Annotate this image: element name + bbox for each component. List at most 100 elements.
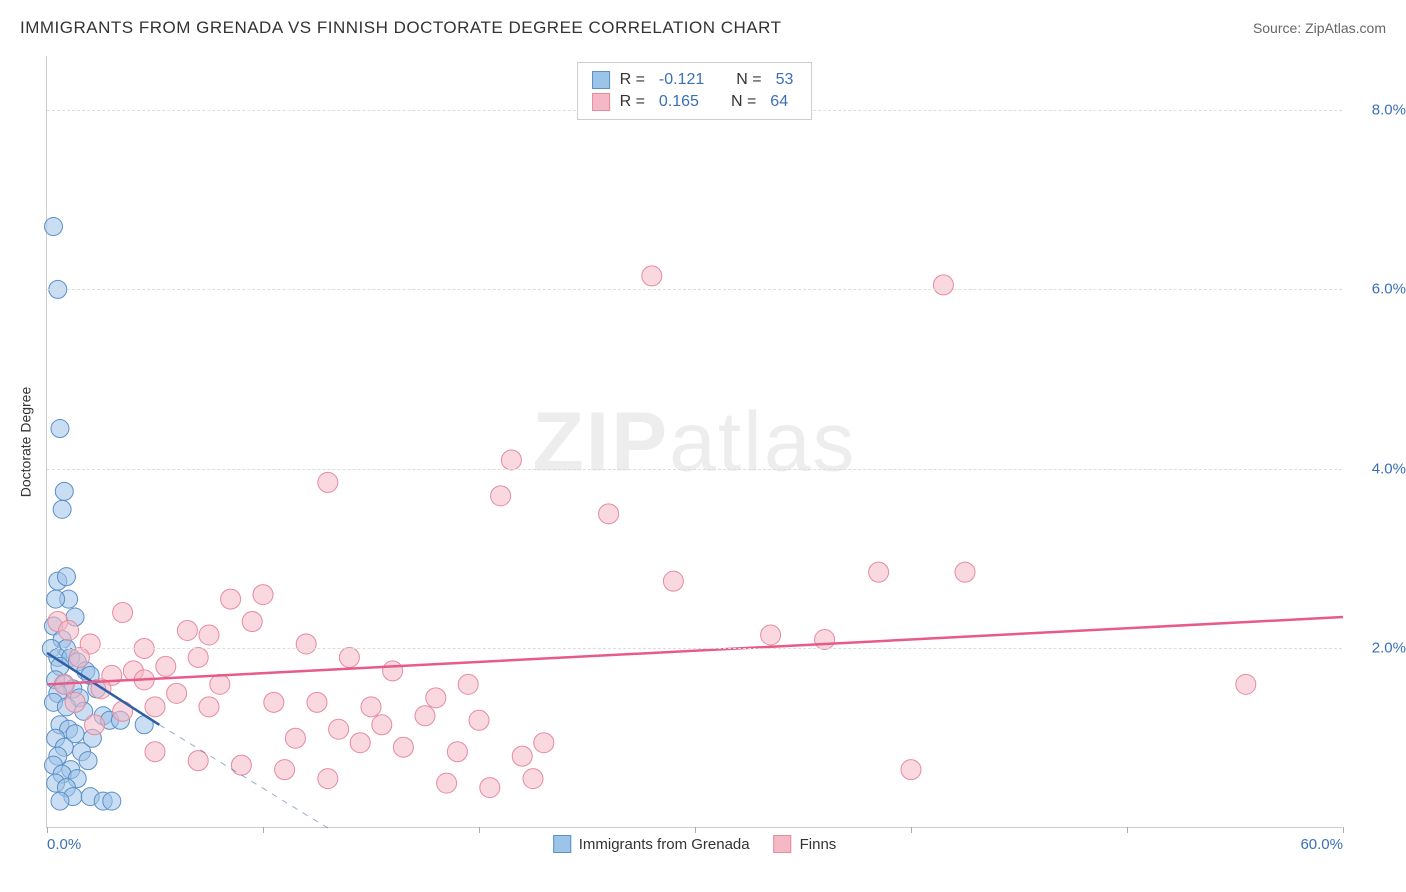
- y-tick-label: 6.0%: [1372, 281, 1406, 298]
- scatter-point-pink: [501, 450, 521, 470]
- scatter-point-pink: [188, 647, 208, 667]
- x-tick: [911, 827, 912, 833]
- legend-stats-row: R =0.165N =64: [592, 91, 798, 113]
- scatter-point-pink: [458, 674, 478, 694]
- scatter-point-blue: [51, 792, 69, 810]
- x-tick-label: 0.0%: [47, 836, 81, 853]
- legend-series-item: Immigrants from Grenada: [553, 835, 750, 853]
- gridline: [47, 469, 1342, 470]
- scatter-point-pink: [534, 733, 554, 753]
- scatter-point-pink: [523, 769, 543, 789]
- scatter-point-pink: [199, 625, 219, 645]
- scatter-point-pink: [512, 746, 532, 766]
- x-tick: [1127, 827, 1128, 833]
- trendline-pink: [47, 617, 1343, 684]
- chart-title: IMMIGRANTS FROM GRENADA VS FINNISH DOCTO…: [20, 18, 781, 38]
- scatter-point-pink: [221, 589, 241, 609]
- source-value: ZipAtlas.com: [1305, 20, 1386, 36]
- scatter-point-pink: [350, 733, 370, 753]
- scatter-point-pink: [815, 629, 835, 649]
- scatter-point-blue: [44, 218, 62, 236]
- scatter-point-pink: [437, 773, 457, 793]
- scatter-point-pink: [447, 742, 467, 762]
- legend-stats-row: R = -0.121 N = 53: [592, 69, 798, 91]
- scatter-point-pink: [415, 706, 435, 726]
- legend-swatch: [553, 835, 571, 853]
- x-tick: [479, 827, 480, 833]
- scatter-point-pink: [307, 692, 327, 712]
- legend-series-label: Immigrants from Grenada: [579, 836, 750, 853]
- legend-swatch: [774, 835, 792, 853]
- scatter-point-blue: [47, 590, 65, 608]
- legend-n-label: N =: [736, 71, 761, 89]
- scatter-point-pink: [188, 751, 208, 771]
- scatter-point-pink: [264, 692, 284, 712]
- scatter-point-pink: [69, 647, 89, 667]
- gridline: [47, 289, 1342, 290]
- scatter-point-pink: [426, 688, 446, 708]
- legend-swatch: [592, 71, 610, 89]
- x-tick-label: 60.0%: [1300, 836, 1343, 853]
- scatter-point-pink: [253, 585, 273, 605]
- y-axis-label: Doctorate Degree: [17, 387, 33, 498]
- scatter-point-blue: [79, 752, 97, 770]
- scatter-point-pink: [59, 621, 79, 641]
- x-tick: [695, 827, 696, 833]
- scatter-point-pink: [199, 697, 219, 717]
- scatter-point-pink: [642, 266, 662, 286]
- scatter-point-pink: [393, 737, 413, 757]
- scatter-point-pink: [167, 683, 187, 703]
- scatter-point-pink: [296, 634, 316, 654]
- legend-r-label: R =: [620, 93, 645, 111]
- legend-n-value: 64: [770, 93, 788, 111]
- scatter-point-pink: [955, 562, 975, 582]
- scatter-point-pink: [113, 603, 133, 623]
- scatter-point-pink: [242, 612, 262, 632]
- scatter-point-pink: [156, 656, 176, 676]
- legend-r-label: R =: [620, 71, 645, 89]
- scatter-point-pink: [145, 742, 165, 762]
- scatter-point-pink: [933, 275, 953, 295]
- header: IMMIGRANTS FROM GRENADA VS FINNISH DOCTO…: [20, 18, 1386, 38]
- gridline: [47, 648, 1342, 649]
- legend-n-label: N =: [731, 93, 756, 111]
- scatter-point-pink: [177, 621, 197, 641]
- scatter-point-pink: [469, 710, 489, 730]
- scatter-point-pink: [145, 697, 165, 717]
- scatter-point-pink: [869, 562, 889, 582]
- scatter-point-pink: [372, 715, 392, 735]
- y-tick-label: 8.0%: [1372, 101, 1406, 118]
- scatter-point-pink: [901, 760, 921, 780]
- legend-series: Immigrants from Grenada Finns: [553, 835, 837, 853]
- scatter-point-pink: [383, 661, 403, 681]
- scatter-point-pink: [599, 504, 619, 524]
- scatter-point-pink: [663, 571, 683, 591]
- scatter-point-pink: [65, 692, 85, 712]
- legend-series-item: Finns: [774, 835, 837, 853]
- scatter-point-pink: [210, 674, 230, 694]
- source-label: Source:: [1253, 20, 1305, 36]
- plot-area: ZIPatlas 2.0%4.0%6.0%8.0%0.0%60.0%R =-0.…: [46, 56, 1342, 828]
- scatter-point-pink: [285, 728, 305, 748]
- scatter-point-blue: [53, 500, 71, 518]
- chart-svg: [47, 56, 1342, 827]
- scatter-point-blue: [103, 792, 121, 810]
- scatter-point-pink: [361, 697, 381, 717]
- legend-stats: R =-0.121N =53R =0.165N =64: [577, 62, 813, 120]
- scatter-point-pink: [761, 625, 781, 645]
- scatter-point-pink: [318, 472, 338, 492]
- legend-r-value: -0.121: [659, 71, 704, 89]
- x-tick: [47, 827, 48, 833]
- scatter-point-pink: [231, 755, 251, 775]
- scatter-point-blue: [57, 568, 75, 586]
- scatter-point-pink: [275, 760, 295, 780]
- legend-swatch: [592, 93, 610, 111]
- scatter-point-pink: [491, 486, 511, 506]
- y-axis-label-container: Doctorate Degree: [10, 56, 40, 828]
- scatter-point-blue: [51, 420, 69, 438]
- scatter-point-pink: [1236, 674, 1256, 694]
- legend-series-label: Finns: [800, 836, 837, 853]
- legend-n-value: 53: [776, 71, 794, 89]
- y-tick-label: 4.0%: [1372, 460, 1406, 477]
- x-tick: [1343, 827, 1344, 833]
